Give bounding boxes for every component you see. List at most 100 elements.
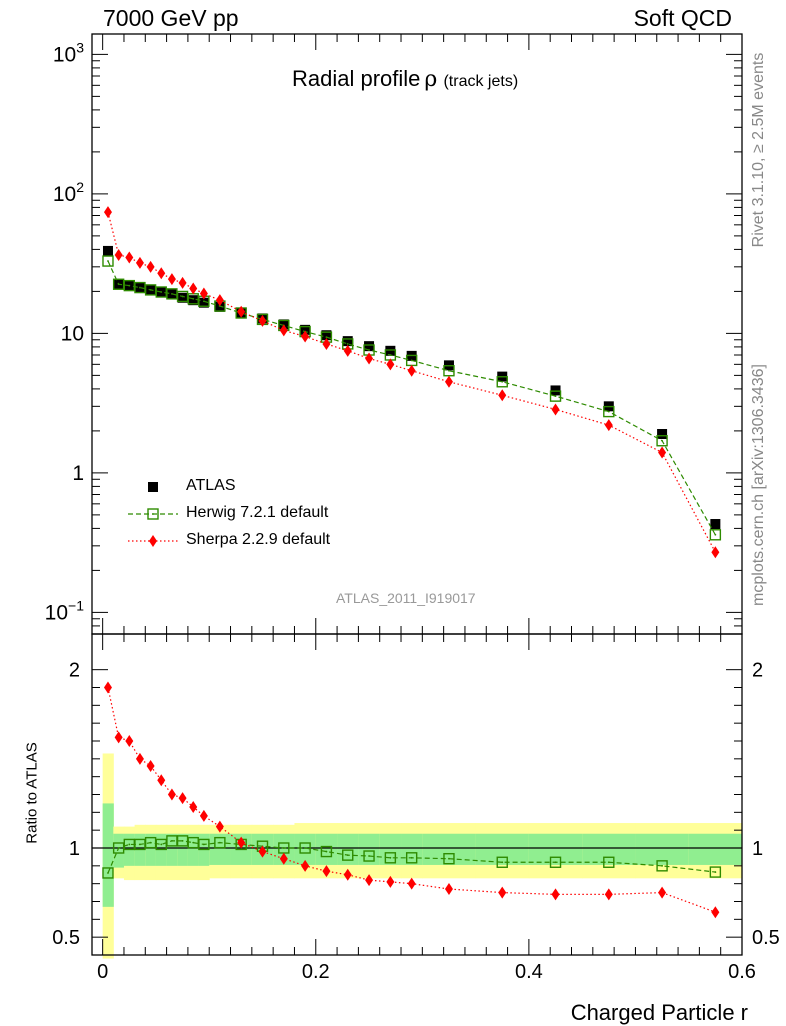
ratio-herwig-point-outline (102, 867, 114, 879)
ratio-sherpa-point (658, 886, 667, 899)
main-atlas-point (385, 345, 396, 356)
main-sherpa-point (167, 273, 176, 286)
ratio-herwig-point-dot (202, 843, 205, 846)
main-herwig-point-dot (325, 336, 328, 339)
main-atlas-point (177, 292, 188, 303)
ratio-sherpa-point (279, 852, 288, 865)
ratio-sherpa-point (199, 809, 208, 822)
uncertainty-band-inner (145, 833, 157, 866)
ratio-y-tick-label-right: 2 (752, 660, 763, 682)
ratio-herwig-point (342, 849, 354, 861)
ratio-herwig-point-dot (448, 857, 450, 860)
uncertainty-band-inner (358, 833, 381, 865)
ratio-sherpa-point (189, 800, 198, 813)
main-herwig-point-outline (549, 390, 562, 402)
ratio-y-tick-label-left: 2 (69, 660, 80, 682)
ratio-herwig-point-dot (192, 841, 195, 844)
ratio-herwig-point-dot (389, 856, 392, 859)
main-herwig-point-dot (128, 284, 131, 287)
header-right-label: Soft QCD (633, 5, 732, 31)
main-sherpa-point (551, 403, 560, 416)
ratio-y-tick-label-right: 1 (752, 838, 763, 860)
ratio-herwig-point-outline (342, 849, 354, 861)
ratio-herwig-point-outline (709, 866, 722, 878)
ratio-sherpa-point (125, 735, 134, 747)
ratio-herwig-point-dot (117, 847, 120, 849)
ratio-panel-layer (92, 681, 742, 919)
main-herwig-point-dot (202, 300, 205, 303)
main-herwig-point (656, 435, 668, 447)
ratio-herwig-point (603, 856, 615, 868)
ratio-herwig-point-dot (304, 847, 307, 849)
ratio-herwig-point-dot (128, 843, 131, 846)
ratio-herwig-point (443, 853, 455, 865)
main-sherpa-point (103, 206, 112, 219)
main-herwig-point-dot (149, 288, 152, 291)
legend-entry-atlas: ATLAS (186, 477, 236, 494)
main-sherpa-point (444, 375, 453, 388)
main-herwig-point-dot (448, 369, 450, 372)
main-atlas-point (102, 245, 113, 256)
main-y-tick-label: 102 (53, 179, 84, 206)
ratio-y-tick-label-left: 0.5 (52, 927, 80, 949)
main-atlas-point (188, 295, 199, 306)
main-panel-layer (102, 206, 722, 559)
main-sherpa-point (658, 446, 667, 459)
legend-herwig-marker-outline (147, 508, 159, 520)
ratio-sherpa-point (343, 868, 352, 881)
main-atlas-point (321, 330, 332, 341)
header-left-label: 7000 GeV pp (103, 5, 239, 31)
main-herwig-point (443, 365, 455, 377)
ratio-herwig-point-outline (299, 842, 311, 854)
ratio-herwig-point-dot (661, 864, 663, 867)
uncertainty-band-inner (187, 833, 200, 866)
ratio-sherpa-point (157, 774, 166, 787)
main-sherpa-point (322, 337, 331, 350)
main-sherpa-point (146, 260, 155, 273)
main-herwig-point-dot (501, 380, 504, 383)
ratio-herwig-point-dot (501, 861, 504, 864)
main-atlas-point (657, 429, 668, 440)
main-herwig-point (549, 390, 562, 402)
main-herwig-point-dot (107, 260, 109, 262)
ratio-herwig-point-dot (368, 855, 370, 857)
main-atlas-point (342, 336, 353, 347)
ratio-herwig-point-dot (218, 841, 221, 844)
ratio-sherpa-point (301, 859, 310, 872)
main-sherpa-point (258, 314, 267, 327)
main-herwig-point-dot (389, 354, 392, 356)
ratio-herwig-point-dot (410, 856, 413, 859)
ratio-herwig-point-dot (282, 847, 285, 849)
main-herwig-point-outline (603, 405, 615, 418)
main-sherpa-point (386, 358, 395, 371)
legend-entry-sherpa: Sherpa 2.2.9 default (186, 531, 331, 548)
x-tick-label: 0 (97, 961, 108, 983)
ratio-herwig-point-dot (139, 843, 141, 846)
ratio-sherpa-point (237, 836, 246, 849)
ratio-herwig-point-dot (149, 841, 152, 844)
main-sherpa-point (215, 294, 224, 307)
ratio-sherpa-point (322, 865, 331, 878)
main-herwig-point-outline (496, 376, 508, 388)
legend-herwig-marker-dot (152, 513, 154, 515)
ratio-herwig-point (709, 866, 722, 878)
ratio-herwig-point (656, 860, 668, 872)
ratio-y-tick-label-left: 1 (69, 838, 80, 860)
x-axis-label: Charged Particle r (570, 1000, 748, 1025)
ratio-herwig-point-outline (656, 860, 668, 872)
main-herwig-point-dot (410, 359, 413, 362)
ratio-herwig-point-dot (607, 861, 610, 864)
ratio-herwig-point-outline (549, 856, 562, 868)
uncertainty-band-inner (113, 833, 125, 868)
main-sherpa-point (407, 364, 416, 377)
main-atlas-point (278, 319, 289, 330)
ratio-sherpa-point (386, 875, 395, 888)
main-sherpa-point (279, 324, 288, 337)
ratio-sherpa-point (407, 877, 416, 890)
ratio-uncertainty-bands (102, 753, 743, 959)
uncertainty-band-inner (166, 833, 178, 866)
main-herwig-point-outline (656, 435, 668, 447)
main-atlas-point (710, 519, 721, 530)
main-herwig-point-outline (709, 529, 722, 541)
